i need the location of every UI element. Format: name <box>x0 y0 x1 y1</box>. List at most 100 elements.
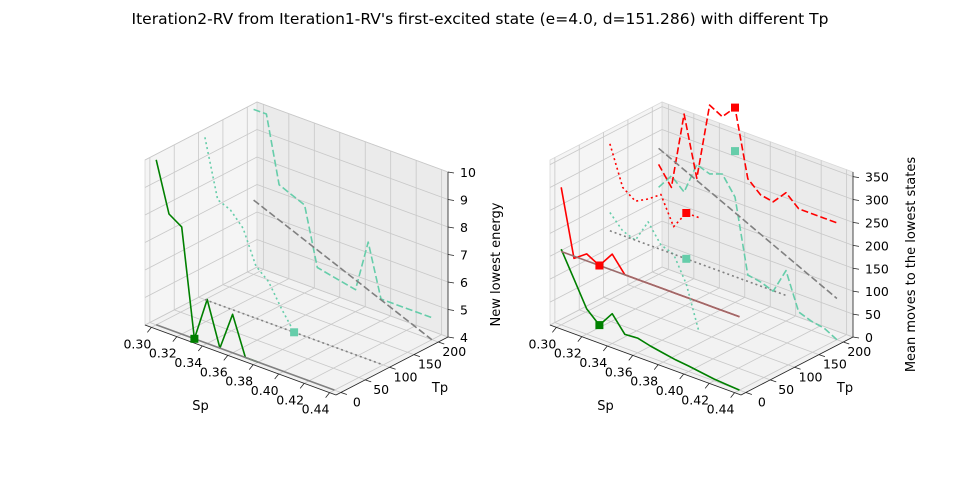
grid-line-z <box>144 211 258 271</box>
series-line-dashed-tp200-8 <box>658 147 838 300</box>
grid-line-z <box>549 129 663 188</box>
y-tick-label: 50 <box>373 382 389 397</box>
grid-line-z <box>661 174 854 246</box>
x-tick-label: 0.32 <box>149 346 177 361</box>
y-axis-line <box>740 336 854 396</box>
x-tick-label: 0.42 <box>276 392 304 407</box>
x-tick-mark <box>552 327 557 333</box>
x-tick-label: 0.44 <box>707 402 735 417</box>
grid-line-x <box>303 324 417 384</box>
grid-line-z <box>661 129 854 200</box>
x-axis-label: Sp <box>192 399 209 414</box>
z-tick-label: 0 <box>865 330 873 345</box>
x-tick-mark <box>679 373 685 380</box>
x-tick-mark <box>197 345 203 352</box>
grid-line-z <box>549 106 663 165</box>
x-tick-mark <box>577 336 583 342</box>
series-line-dashed-tp200-4 <box>253 108 433 319</box>
y-tick-mark <box>438 341 445 345</box>
grid-line-z <box>144 266 258 326</box>
y-tick-label: 0 <box>353 395 361 410</box>
series-line-dashed-tp200-7 <box>657 104 838 224</box>
series-line-dotted-tp100-3 <box>609 212 700 333</box>
z-tick-label: 7 <box>460 248 468 263</box>
grid-line-y <box>579 309 771 381</box>
y-tick-mark <box>365 379 372 383</box>
z-axis-label: Mean moves to the lowest states <box>904 157 919 373</box>
min-marker-tp200 <box>731 147 739 156</box>
grid-line-x <box>329 334 442 394</box>
min-marker-tp0 <box>595 261 604 270</box>
x-tick-label: 0.40 <box>251 383 279 398</box>
x-tick-mark <box>730 392 735 398</box>
z-tick-label: 9 <box>460 193 468 208</box>
y-tick-label: 150 <box>823 357 847 372</box>
y-tick-label: 100 <box>799 369 823 384</box>
z-tick-label: 4 <box>460 330 468 345</box>
x-tick-label: 0.44 <box>302 402 330 417</box>
z-tick-label: 5 <box>460 303 468 318</box>
z-tick-mark <box>852 267 860 270</box>
y-tick-label: 200 <box>442 344 466 359</box>
z-tick-mark <box>852 290 860 293</box>
x-tick-label: 0.38 <box>225 374 253 389</box>
y-tick-mark <box>389 366 396 370</box>
x-tick-mark <box>248 364 254 370</box>
grid-line-z <box>661 197 854 269</box>
y-tick-mark <box>340 392 347 395</box>
x-tick-label: 0.30 <box>528 336 556 351</box>
y-tick-mark <box>843 341 850 345</box>
x-tick-mark <box>653 364 659 370</box>
grid-line-x <box>734 334 847 394</box>
min-marker-tp0 <box>190 334 199 343</box>
x-tick-mark <box>628 355 634 361</box>
grid-line-z <box>661 243 854 315</box>
grid-line-x <box>658 306 771 366</box>
z-tick-mark <box>852 244 860 247</box>
grid-line-x <box>227 296 340 356</box>
z-tick-mark <box>447 254 455 256</box>
z-tick-mark <box>447 281 455 284</box>
grid-line-x <box>151 268 264 328</box>
min-marker-tp100 <box>682 254 691 263</box>
y-axis-label: Tp <box>836 381 853 396</box>
z-tick-mark <box>447 199 455 201</box>
z-tick-mark <box>852 222 860 224</box>
series-line-dashed-tp200-5 <box>253 199 433 341</box>
z-tick-mark <box>852 336 860 339</box>
grid-line-x <box>253 306 366 366</box>
x-axis-label: Sp <box>597 399 614 414</box>
grid-line-z <box>549 243 663 303</box>
grid-line-z <box>549 220 663 280</box>
z-tick-label: 250 <box>865 215 889 230</box>
x-tick-mark <box>325 392 330 398</box>
x-tick-label: 0.36 <box>605 364 633 379</box>
grid-line-x <box>556 268 669 328</box>
z-tick-mark <box>852 313 860 316</box>
grid-line-y <box>222 284 415 356</box>
x-tick-label: 0.30 <box>123 336 151 351</box>
series-line-solid-tp0-0 <box>560 248 740 391</box>
y-tick-label: 100 <box>394 369 418 384</box>
grid-line-z <box>256 129 449 200</box>
grid-line-z <box>661 266 854 338</box>
grid-line-z <box>144 101 258 161</box>
x-tick-mark <box>274 373 280 380</box>
grid-line-z <box>256 101 449 173</box>
z-tick-mark <box>852 199 860 201</box>
series-line-dotted-tp100-2 <box>204 137 295 333</box>
grid-line-z <box>144 129 258 188</box>
x-tick-mark <box>147 327 152 333</box>
min-marker-tp100 <box>682 209 691 217</box>
y-tick-mark <box>794 366 801 370</box>
grid-line-z <box>256 211 449 283</box>
x-tick-label: 0.42 <box>681 392 709 407</box>
grid-line-x <box>176 278 290 338</box>
z-tick-mark <box>852 176 860 178</box>
grid-line-z <box>549 266 663 326</box>
grid-line-z <box>661 220 854 292</box>
figure-title: Iteration2-RV from Iteration1-RV's first… <box>132 10 829 28</box>
grid-line-x <box>683 315 796 375</box>
grid-line-z <box>661 106 854 177</box>
